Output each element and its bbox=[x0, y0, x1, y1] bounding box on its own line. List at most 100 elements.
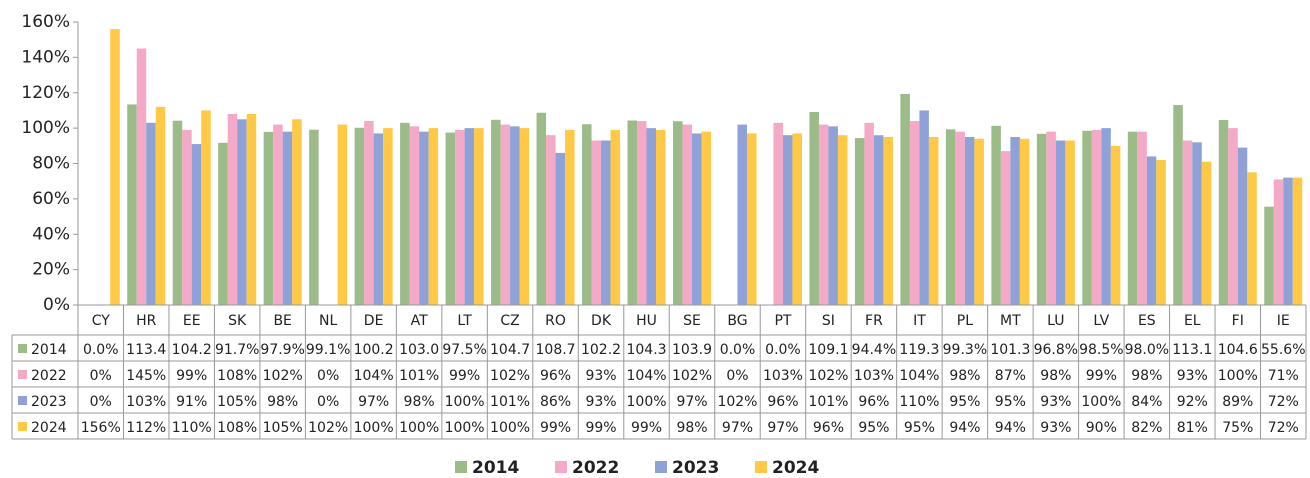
table-cell: 0% bbox=[317, 368, 339, 384]
table-cell: 119.3 bbox=[899, 342, 939, 358]
table-cell: 82% bbox=[1131, 420, 1162, 436]
legend-key bbox=[455, 461, 467, 473]
bar bbox=[928, 136, 939, 305]
bar bbox=[455, 129, 465, 305]
bar bbox=[1055, 140, 1066, 305]
bar bbox=[110, 29, 120, 305]
x-tick-label: CY bbox=[92, 313, 111, 329]
bar bbox=[364, 121, 374, 305]
x-tick-label: AT bbox=[411, 313, 428, 329]
bar bbox=[1237, 147, 1248, 305]
table-cell: 104% bbox=[354, 368, 394, 384]
bar bbox=[419, 131, 429, 305]
table-cell: 103% bbox=[126, 394, 166, 410]
bar bbox=[773, 122, 783, 305]
table-cell: 96% bbox=[767, 394, 798, 410]
bar bbox=[127, 104, 137, 305]
bar bbox=[1082, 130, 1092, 305]
table-cell: 98% bbox=[676, 420, 707, 436]
bar bbox=[1036, 133, 1047, 305]
bar bbox=[191, 144, 202, 305]
bar bbox=[1201, 161, 1212, 305]
x-tick-label: SK bbox=[228, 313, 247, 329]
bar bbox=[656, 129, 666, 305]
table-cell: 97% bbox=[358, 394, 389, 410]
x-tick-label: EE bbox=[183, 313, 201, 329]
table-legend-key bbox=[18, 344, 27, 353]
bar bbox=[909, 121, 920, 305]
bar bbox=[1101, 128, 1111, 305]
table-cell: 99.1% bbox=[306, 342, 350, 358]
table-cell: 102% bbox=[717, 394, 757, 410]
table-cell: 93% bbox=[1177, 368, 1208, 384]
bar bbox=[737, 124, 747, 306]
bar bbox=[263, 131, 274, 305]
bar bbox=[782, 135, 793, 305]
bar bbox=[1273, 179, 1284, 305]
bar bbox=[1192, 142, 1202, 305]
bar bbox=[246, 113, 257, 305]
x-tick-label: MT bbox=[1000, 313, 1021, 329]
bar bbox=[1110, 145, 1121, 305]
x-tick-label: PT bbox=[774, 313, 791, 329]
bar bbox=[273, 124, 283, 306]
y-tick-label: 20% bbox=[32, 260, 70, 280]
table-cell: 101% bbox=[490, 394, 530, 410]
table-cell: 113.4 bbox=[126, 342, 166, 358]
bar bbox=[546, 135, 556, 305]
table-cell: 92% bbox=[1177, 394, 1208, 410]
table-cell: 100% bbox=[445, 394, 485, 410]
table-cell: 71% bbox=[1268, 368, 1299, 384]
table-cell: 89% bbox=[1222, 394, 1253, 410]
x-tick-label: SI bbox=[822, 313, 835, 329]
table-cell: 100% bbox=[1218, 368, 1258, 384]
table-row-label: 2014 bbox=[31, 342, 67, 358]
table-cell: 103.9 bbox=[672, 342, 712, 358]
table-cell: 113.1 bbox=[1172, 342, 1212, 358]
table-cell: 99.3% bbox=[943, 342, 987, 358]
bar bbox=[900, 93, 910, 305]
bar bbox=[955, 131, 965, 305]
table-cell: 96% bbox=[858, 394, 889, 410]
bar bbox=[1091, 129, 1102, 305]
table-cell: 93% bbox=[585, 368, 616, 384]
x-tick-label: ES bbox=[1138, 313, 1156, 329]
legend-key bbox=[655, 461, 667, 473]
table-cell: 94% bbox=[949, 420, 980, 436]
table-cell: 55.6% bbox=[1261, 342, 1305, 358]
table-cell: 97% bbox=[767, 420, 798, 436]
table-cell: 96.8% bbox=[1034, 342, 1078, 358]
x-tick-label: CZ bbox=[500, 313, 519, 329]
bar bbox=[1283, 177, 1293, 305]
bar bbox=[627, 120, 638, 305]
bar bbox=[519, 128, 530, 305]
legend-key bbox=[555, 461, 567, 473]
bar bbox=[692, 133, 702, 305]
table-cell: 100% bbox=[399, 420, 439, 436]
x-tick-label: HU bbox=[636, 313, 657, 329]
table-cell: 93% bbox=[585, 394, 616, 410]
table-cell: 108% bbox=[217, 368, 257, 384]
bar bbox=[500, 124, 511, 306]
x-tick-label: SE bbox=[683, 313, 701, 329]
table-cell: 110% bbox=[899, 394, 939, 410]
table-cell: 0% bbox=[726, 368, 748, 384]
bar bbox=[610, 129, 621, 305]
bar bbox=[237, 119, 247, 305]
bar bbox=[601, 140, 611, 305]
bar bbox=[1156, 159, 1166, 305]
bar bbox=[555, 152, 566, 305]
bar bbox=[974, 138, 984, 305]
bar bbox=[1137, 131, 1147, 305]
table-legend-key bbox=[18, 422, 27, 431]
table-cell: 156% bbox=[81, 420, 121, 436]
table-cell: 99% bbox=[176, 368, 207, 384]
table-cell: 95% bbox=[858, 420, 889, 436]
bar bbox=[1010, 136, 1020, 305]
bar bbox=[1173, 104, 1183, 305]
bar bbox=[1065, 140, 1075, 305]
table-cell: 91% bbox=[176, 394, 207, 410]
table-cell: 104.2 bbox=[172, 342, 212, 358]
table-cell: 103.0 bbox=[399, 342, 439, 358]
